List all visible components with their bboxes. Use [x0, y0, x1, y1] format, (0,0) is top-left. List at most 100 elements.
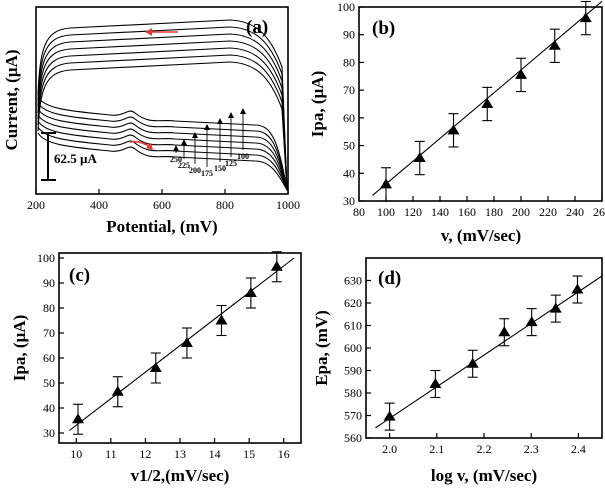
y-tick-label: 30: [343, 194, 355, 208]
x-tick-label: 14: [209, 447, 221, 461]
data-point: [380, 178, 392, 189]
cv-upper-branch: [37, 61, 288, 191]
x-tick-label: 2.3: [524, 442, 539, 456]
scale-bar-label: 62.5 µA: [54, 151, 97, 166]
data-point: [215, 314, 228, 325]
scale-bar: 62.5 µA: [41, 132, 97, 181]
scan-rate-arrowhead: [217, 118, 223, 124]
data-point: [548, 39, 561, 50]
panel-c-label: (c): [69, 265, 90, 286]
y-tick-label: 590: [344, 364, 362, 378]
scan-rate-arrowhead: [173, 145, 179, 151]
x-tick-label: 220: [539, 205, 557, 219]
x-tick-label: 11: [105, 447, 117, 461]
scan-rate-arrowhead: [192, 132, 198, 138]
x-tick-label: 10: [70, 447, 82, 461]
y-tick-label: 50: [43, 376, 55, 390]
y-tick-label: 80: [43, 301, 55, 315]
cv-lower-branch: [37, 96, 288, 191]
panel-a-ylabel: Current, (µA): [2, 49, 21, 150]
cv-upper-branch: [37, 54, 288, 191]
data-point: [413, 152, 426, 163]
x-tick-label: 240: [566, 205, 584, 219]
x-tick-label: 15: [243, 447, 255, 461]
panel-d-plot: 2.0 2.1 2.2 2.3 2.4 560 570 580 590 600 610 620 630: [344, 274, 603, 456]
x-tick-label: 80: [353, 205, 365, 219]
data-point: [498, 326, 511, 337]
panel-a: 200 400 600 800 1000 (a) Potential, (mV) Cur…: [2, 6, 300, 236]
y-tick-label: 40: [343, 166, 355, 180]
cv-upper-branch: [37, 40, 288, 191]
scan-rate-label: 150: [214, 164, 226, 173]
panel-c-plot: 10 11 12 13 14 15 16 30 40 50 60 70 80 90 100: [37, 251, 295, 461]
x-tick-label: 200: [512, 205, 530, 219]
cv-upper-branch: [37, 19, 288, 191]
x-tick-label: 400: [90, 198, 108, 212]
panel-d: 2.0 2.1 2.2 2.3 2.4560570580590600610620630 …: [312, 257, 603, 485]
x-tick-label: 16: [278, 447, 290, 461]
y-tick-label: 60: [43, 351, 55, 365]
panel-b: 80 100 120 140 160 180 200 220 240 260 30 40 50 60 70 8…: [308, 0, 605, 245]
scan-rate-arrowhead: [240, 108, 246, 114]
x-tick-label: 140: [431, 205, 449, 219]
data-point: [72, 413, 85, 424]
panel-c: 10 11 12 13 14 15 16 30 40 50 60 70 80 90 100 (c) v1/2…: [10, 251, 302, 485]
y-tick-label: 560: [344, 431, 362, 445]
panel-d-ylabel: Epa, (mV): [312, 310, 331, 386]
x-tick-label: 800: [216, 198, 234, 212]
fit-line: [69, 257, 295, 431]
x-tick-label: 12: [139, 447, 151, 461]
panel-c-ylabel: Ipa, (µA): [10, 315, 29, 381]
y-tick-label: 90: [343, 28, 355, 42]
x-tick-label: 13: [174, 447, 186, 461]
x-tick-label: 120: [404, 205, 422, 219]
x-tick-label: 600: [153, 198, 171, 212]
data-point: [244, 287, 257, 297]
y-tick-label: 80: [343, 55, 355, 69]
scan-rate-label: 125: [225, 159, 237, 168]
scan-rate-label: 200: [189, 166, 201, 175]
scan-rate-label: 250: [170, 155, 182, 164]
x-tick-label: 160: [458, 205, 476, 219]
scan-rate-arrowhead: [181, 139, 187, 145]
data-point: [549, 302, 562, 313]
cv-lower-branch: [37, 114, 288, 191]
x-tick-label: 2.2: [477, 442, 492, 456]
x-tick-label: 2.1: [429, 442, 444, 456]
panel-b-label: (b): [372, 18, 395, 39]
scan-rate-label: 100: [237, 152, 249, 161]
data-point: [180, 337, 193, 347]
scan-rate-arrowhead: [204, 124, 210, 130]
y-tick-label: 60: [343, 111, 355, 125]
y-tick-label: 610: [344, 319, 362, 333]
y-tick-label: 570: [344, 409, 362, 423]
y-tick-label: 620: [344, 296, 362, 310]
data-point: [481, 98, 494, 108]
scan-rate-label: 225: [178, 161, 190, 170]
y-tick-label: 70: [43, 326, 55, 340]
y-tick-label: 30: [43, 426, 55, 440]
panel-d-xlabel: log v, (mV/sec): [431, 466, 537, 485]
cv-lower-branch: [37, 102, 288, 191]
scan-rate-arrowhead: [228, 112, 234, 118]
data-point: [447, 124, 460, 135]
panel-c-xlabel: v1/2,(mV/sec): [131, 466, 230, 485]
data-point: [149, 362, 162, 372]
panel-d-label: (d): [378, 268, 401, 289]
x-tick-label: 1000: [276, 198, 300, 212]
panel-c-frame: [58, 252, 302, 444]
y-tick-label: 100: [37, 251, 55, 265]
data-point: [270, 260, 283, 271]
y-tick-label: 100: [337, 0, 355, 14]
y-tick-label: 90: [43, 276, 55, 290]
cv-upper-branch: [37, 33, 288, 191]
x-tick-label: 2.0: [382, 442, 397, 456]
data-point: [579, 12, 592, 23]
x-tick-label: 2.4: [571, 442, 586, 456]
cv-lower-branch: [37, 120, 288, 191]
scan-rate-label: 175: [201, 169, 213, 178]
panel-b-xlabel: v, (mV/sec): [441, 226, 521, 245]
panel-a-ticks: 200 400 600 800 1000: [27, 189, 300, 212]
